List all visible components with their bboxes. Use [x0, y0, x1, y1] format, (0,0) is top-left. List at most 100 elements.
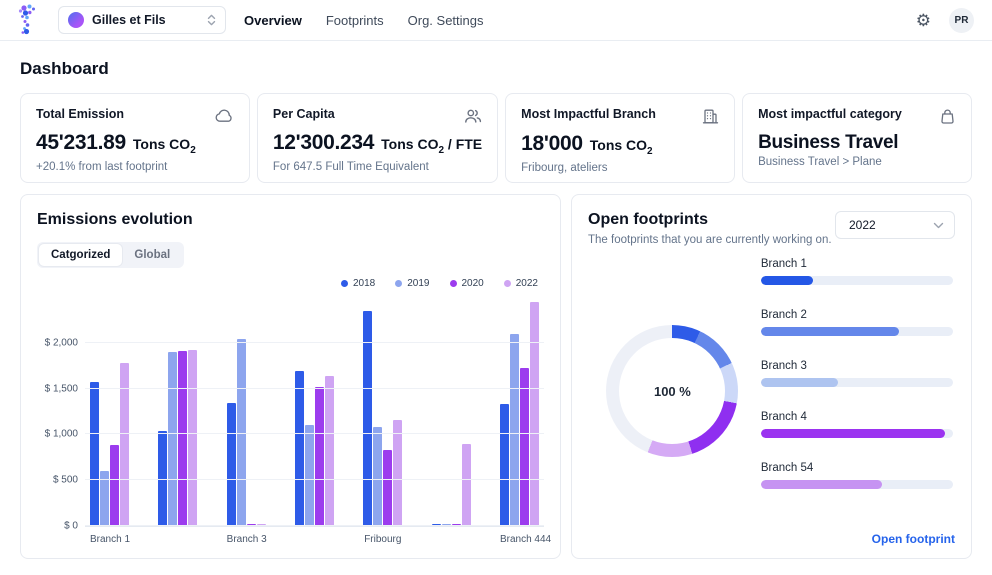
- legend-item: 2018: [341, 278, 375, 289]
- user-avatar[interactable]: PR: [949, 7, 974, 33]
- x-axis-label: [295, 534, 334, 545]
- x-axis-label: Branch 3: [226, 534, 267, 545]
- branch-label: Branch 54: [760, 462, 814, 474]
- card-total-emission: Total Emission 45'231.89 Tons CO2 +20.1%…: [20, 93, 250, 183]
- year-select[interactable]: 2022: [835, 211, 955, 239]
- card-value: 18'000: [521, 132, 583, 155]
- branch-progress-row: Branch 2: [760, 309, 953, 336]
- bar-2019[interactable]: [304, 425, 314, 526]
- legend-label: 2020: [461, 278, 484, 289]
- card-title: Most Impactful Branch: [521, 107, 656, 121]
- organization-name: Gilles et Fils: [92, 13, 166, 27]
- chart-plot-area: $ 0 $ 500 $ 1,000 $ 1,500 $ 2,000: [45, 297, 544, 532]
- bar-2019[interactable]: [236, 339, 246, 526]
- legend-item: 2020: [449, 278, 484, 289]
- bar-2022[interactable]: [120, 362, 129, 526]
- tab-categorized[interactable]: Catgorized: [39, 244, 123, 266]
- branch-progress-row: Branch 54: [760, 462, 953, 489]
- x-axis-label: [158, 534, 197, 545]
- branch-label: Branch 2: [760, 309, 807, 321]
- gridline: [85, 341, 544, 343]
- nav-item-footprints[interactable]: Footprints: [325, 12, 384, 28]
- chart-legend: 2018 2019 2020 2022: [37, 278, 538, 289]
- donut-center-label: 100 %: [653, 383, 691, 399]
- bag-icon: [939, 108, 956, 125]
- page-title: Dashboard: [20, 59, 109, 78]
- bar-2022[interactable]: [393, 419, 403, 526]
- bar-2018[interactable]: [226, 403, 236, 526]
- bar-group: [294, 297, 334, 526]
- bar-group: [363, 297, 403, 526]
- y-axis-tick-label: $ 1,000: [44, 428, 78, 440]
- nav-item-org-settings[interactable]: Org. Settings: [407, 12, 484, 28]
- bar-2022[interactable]: [461, 444, 471, 526]
- bar-2019[interactable]: [509, 333, 519, 526]
- bar-2020[interactable]: [314, 386, 324, 526]
- progress-track: [760, 480, 953, 489]
- gridline: [85, 479, 544, 481]
- legend-item: 2022: [503, 278, 538, 289]
- x-axis-label: Branch 444: [499, 534, 552, 545]
- bar-2018[interactable]: [90, 382, 99, 526]
- bar-2019[interactable]: [100, 471, 109, 526]
- gridline: [85, 433, 544, 435]
- legend-label: 2019: [407, 278, 430, 289]
- bar-2020[interactable]: [519, 368, 529, 526]
- bar-2020[interactable]: [383, 449, 393, 526]
- bar-2022[interactable]: [324, 375, 334, 526]
- bar-2020[interactable]: [110, 445, 119, 526]
- top-navbar: Gilles et Fils Overview Footprints Org. …: [0, 0, 992, 41]
- branch-progress-row: Branch 1: [760, 258, 953, 285]
- settings-gear-icon[interactable]: ⚙: [915, 10, 931, 30]
- open-footprints-title: Open footprints: [588, 211, 708, 228]
- card-unit: Tons CO2 / FTE: [381, 136, 483, 156]
- bar-group: [158, 297, 198, 526]
- bar-group: [431, 297, 471, 526]
- bar-2019[interactable]: [373, 427, 383, 526]
- branch-label: Branch 4: [760, 411, 807, 423]
- footprint-logo-icon: [10, 3, 44, 37]
- cloud-icon: [215, 108, 234, 124]
- card-value: 12'300.234: [272, 131, 375, 154]
- card-unit: Tons CO2: [589, 137, 653, 157]
- branch-progress-row: Branch 4: [760, 411, 953, 438]
- legend-dot-icon: [395, 280, 403, 287]
- nav-item-overview[interactable]: Overview: [244, 12, 302, 28]
- chart-mode-tabs: Catgorized Global: [37, 242, 185, 268]
- stat-cards-row: Total Emission 45'231.89 Tons CO2 +20.1%…: [20, 93, 972, 183]
- legend-dot-icon: [449, 280, 457, 287]
- progress-fill: [760, 378, 838, 387]
- legend-dot-icon: [341, 280, 348, 287]
- card-most-impactful-branch: Most Impactful Branch 18'000 Tons CO2 Fr…: [505, 93, 736, 183]
- card-value: 45'231.89: [36, 131, 126, 154]
- card-caption: +20.1% from last footprint: [36, 160, 168, 173]
- completion-donut-chart: 100 %: [606, 325, 739, 457]
- bar-2020[interactable]: [178, 350, 188, 526]
- organization-selector[interactable]: Gilles et Fils: [58, 6, 226, 34]
- progress-track: [760, 378, 953, 387]
- card-title: Per Capita: [272, 107, 335, 121]
- card-value: Business Travel: [758, 132, 899, 153]
- progress-track: [760, 276, 953, 285]
- branch-progress-row: Branch 3: [760, 360, 953, 387]
- x-axis-label: Fribourg: [364, 534, 402, 545]
- nav-links: Overview Footprints Org. Settings: [244, 13, 484, 28]
- branch-progress-list: Branch 1 Branch 2 Branch 3 Branch 4 Branch 5…: [757, 250, 955, 532]
- bar-2018[interactable]: [158, 430, 168, 526]
- open-footprint-link[interactable]: Open footprint: [871, 532, 955, 546]
- open-footprints-panel: Open footprints The footprints that you …: [571, 194, 972, 559]
- bar-2018[interactable]: [363, 310, 373, 526]
- bar-2018[interactable]: [294, 371, 304, 526]
- bar-group: [226, 297, 266, 526]
- legend-dot-icon: [503, 280, 511, 287]
- bar-2018[interactable]: [499, 404, 509, 526]
- bar-2022[interactable]: [529, 301, 539, 526]
- bar-2022[interactable]: [188, 350, 198, 526]
- bar-2019[interactable]: [168, 351, 178, 526]
- tab-global[interactable]: Global: [134, 249, 171, 261]
- x-axis-label: [432, 534, 471, 545]
- card-title: Most impactful category: [758, 107, 902, 121]
- card-caption: Business Travel > Plane: [758, 156, 882, 168]
- y-axis-tick-label: $ 1,500: [44, 383, 78, 395]
- chevron-down-icon: [933, 222, 944, 228]
